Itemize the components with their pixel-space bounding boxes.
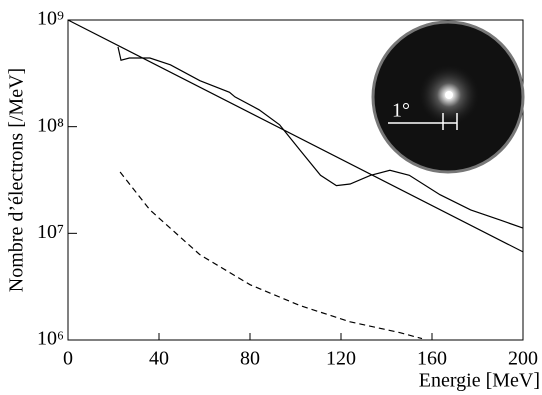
x-tick-label: 200 [508,348,538,370]
inset-core [445,91,453,99]
x-tick-label: 0 [63,348,73,370]
inset-label: 1° [392,100,410,122]
x-tick-label: 40 [149,348,169,370]
y-tick-label: 10⁸ [37,114,64,136]
x-tick-label: 80 [240,348,260,370]
x-tick-label: 120 [326,348,356,370]
y-tick-label: 10⁶ [37,328,64,350]
y-tick-label: 10⁹ [37,8,64,30]
x-tick-label: 160 [417,348,447,370]
chart: 0 40 80 120 160 200 10⁶ 10⁷ 10⁸ 10⁹ 1° Energie [M… [0,0,542,395]
inset-image: 1° [373,22,523,172]
x-axis-label: Energie [MeV] [419,370,540,392]
line-series [120,172,422,339]
y-axis-label: Nombre d’électrons [/MeV] [6,68,28,292]
y-tick-label: 10⁷ [37,221,64,243]
